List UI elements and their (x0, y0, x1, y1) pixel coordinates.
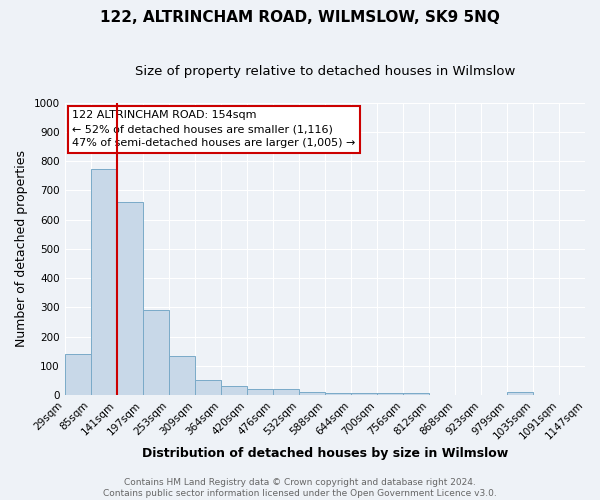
Bar (221, 386, 247, 395)
Bar (65, 354, 91, 395)
Y-axis label: Number of detached properties: Number of detached properties (15, 150, 28, 348)
Bar (299, 392, 325, 395)
Title: Size of property relative to detached houses in Wilmslow: Size of property relative to detached ho… (134, 65, 515, 78)
Text: 122 ALTRINCHAM ROAD: 154sqm
← 52% of detached houses are smaller (1,116)
47% of : 122 ALTRINCHAM ROAD: 154sqm ← 52% of det… (73, 110, 356, 148)
Bar (325, 393, 351, 395)
Bar (116, 202, 143, 395)
Bar (507, 392, 533, 395)
Text: 122, ALTRINCHAM ROAD, WILMSLOW, SK9 5NQ: 122, ALTRINCHAM ROAD, WILMSLOW, SK9 5NQ (100, 10, 500, 25)
Bar (273, 388, 299, 395)
Bar (169, 356, 194, 395)
Bar (194, 380, 221, 395)
Bar (91, 168, 116, 395)
Bar (351, 393, 377, 395)
Text: Contains HM Land Registry data © Crown copyright and database right 2024.
Contai: Contains HM Land Registry data © Crown c… (103, 478, 497, 498)
Bar (143, 310, 169, 395)
Bar (377, 393, 403, 395)
Bar (247, 388, 273, 395)
X-axis label: Distribution of detached houses by size in Wilmslow: Distribution of detached houses by size … (142, 447, 508, 460)
Bar (403, 393, 429, 395)
